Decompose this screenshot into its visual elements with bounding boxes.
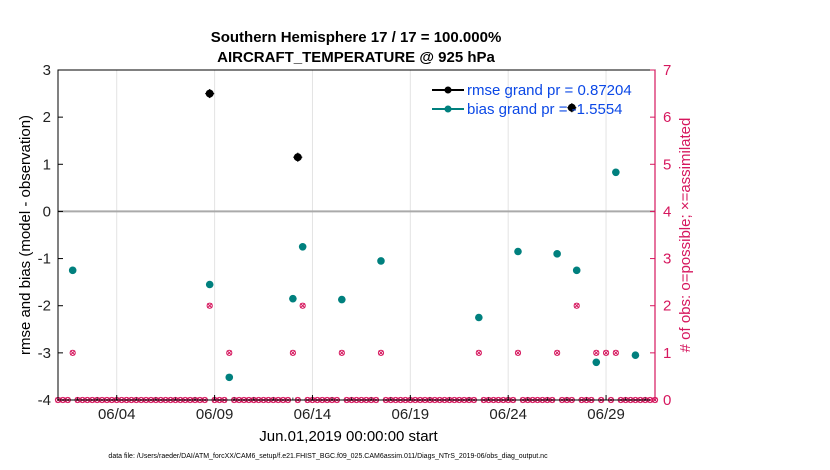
- obs-assimilated-cross: [515, 350, 521, 356]
- chart-title: Southern Hemisphere 17 / 17 = 100.000%: [211, 29, 502, 46]
- obs-count-point: [299, 302, 306, 309]
- legend-bias-label: bias grand pr = -1.5554: [467, 101, 623, 118]
- data-marks: [68, 89, 640, 382]
- obs-possible-circle: [377, 349, 385, 356]
- bias-point: [338, 295, 346, 304]
- obs-assimilated-cross: [70, 350, 76, 356]
- obs-count-point: [593, 349, 600, 356]
- y2-tick-label: 6: [663, 109, 671, 126]
- y2-tick-label: 5: [663, 156, 671, 173]
- obs-possible-circle: [338, 349, 345, 356]
- y-tick-label: -1: [38, 251, 51, 268]
- x-tick-label: 06/19: [392, 406, 430, 423]
- obs-possible-circle: [475, 349, 482, 356]
- obs-count-point: [612, 349, 619, 356]
- y2-tick-label: 7: [663, 62, 671, 79]
- obs-count-point: [554, 349, 561, 356]
- obs-count-point: [602, 349, 610, 356]
- obs-count-point: [289, 349, 296, 356]
- obs-count-point: [338, 349, 345, 356]
- obs-possible-circle: [593, 349, 600, 356]
- obs-assimilated-cross: [554, 350, 560, 356]
- obs-count-point: [377, 349, 385, 356]
- obs-assimilated-cross: [207, 303, 213, 309]
- obs-count-point: [514, 349, 522, 356]
- y2-tick-label: 1: [663, 345, 671, 362]
- x-tick-label: 06/04: [98, 406, 136, 423]
- legend: rmse grand pr = 0.87204 bias grand pr = …: [432, 82, 632, 118]
- y-tick-label: -2: [38, 298, 51, 315]
- obs-possible-circle: [206, 302, 213, 309]
- bias-point: [377, 257, 385, 265]
- y-tick-label: -3: [38, 345, 51, 362]
- x-tick-label: 06/14: [294, 406, 332, 423]
- obs-assimilated-cross: [613, 350, 619, 356]
- x-tick-label: 06/24: [489, 406, 527, 423]
- footer-data-file: data file: /Users/raeder/DAI/ATM_forcXX/…: [108, 453, 548, 460]
- rmse-point: [205, 89, 215, 99]
- obs-possible-circle: [554, 349, 561, 356]
- bias-point: [298, 242, 307, 251]
- rmse-point: [567, 103, 577, 113]
- bias-point: [572, 266, 581, 275]
- obs-assimilated-cross: [339, 350, 345, 356]
- y-tick-label: 2: [43, 109, 51, 126]
- obs-possible-circle: [612, 349, 619, 356]
- bias-point: [289, 294, 297, 303]
- bias-point: [68, 266, 77, 275]
- x-tick-label: 06/29: [587, 406, 625, 423]
- obs-possible-circle: [514, 349, 522, 356]
- bias-point: [612, 168, 620, 177]
- plot-frame: [57, 69, 656, 401]
- obs-possible-circle: [289, 349, 296, 356]
- obs-assimilated-cross: [378, 350, 384, 356]
- y-tick-label: 1: [43, 156, 51, 173]
- legend-rmse-label: rmse grand pr = 0.87204: [467, 82, 632, 99]
- obs-assimilated-cross: [593, 350, 599, 356]
- bias-point: [592, 358, 601, 367]
- obs-count-point: [206, 302, 213, 309]
- legend-bias-marker: [444, 105, 452, 113]
- y2-axis-label: # of obs: o=possible; ×=assimilated: [677, 118, 694, 353]
- y-tick-label: -4: [38, 392, 51, 409]
- obs-assimilated-cross: [226, 350, 232, 356]
- obs-possible-circle: [573, 302, 580, 309]
- obs-assimilated-cross: [603, 350, 609, 356]
- y2-tick-label: 2: [663, 298, 671, 315]
- bias-point: [631, 351, 640, 360]
- obs-count-point: [69, 349, 76, 356]
- x-axis-label: Jun.01,2019 00:00:00 start: [259, 428, 438, 445]
- bias-point: [514, 247, 522, 256]
- obs-count-point: [226, 349, 233, 356]
- bias-point: [553, 250, 561, 258]
- y-axis-label: rmse and bias (model - observation): [17, 115, 34, 355]
- obs-assimilated-cross: [300, 303, 306, 309]
- obs-possible-circle: [299, 302, 306, 309]
- y-tick-label: 0: [43, 203, 51, 220]
- y2-tick-label: 3: [663, 251, 671, 268]
- obs-assimilated-cross: [290, 350, 296, 356]
- y2-tick-label: 0: [663, 392, 671, 409]
- legend-rmse-marker: [444, 86, 452, 94]
- obs-possible-circle: [226, 349, 233, 356]
- bias-point: [475, 313, 483, 322]
- obs-count-point: [475, 349, 482, 356]
- chart-subtitle: AIRCRAFT_TEMPERATURE @ 925 hPa: [217, 49, 495, 66]
- bias-point: [225, 373, 234, 382]
- obs-count-point: [573, 302, 580, 309]
- y-tick-label: 3: [43, 62, 51, 79]
- obs-possible-circle: [69, 349, 76, 356]
- y2-tick-label: 4: [663, 203, 671, 220]
- bias-point: [205, 280, 214, 289]
- obs-possible-circle: [602, 349, 610, 356]
- grid-lines: [116, 70, 607, 400]
- obs-assimilated-cross: [476, 350, 482, 356]
- obs-assimilated-cross: [574, 303, 580, 309]
- x-tick-label: 06/09: [196, 406, 234, 423]
- axes: 06/04 06/09 06/14 06/19 06/24 06/29 -4 -3 -2 -1 0 1…: [38, 62, 672, 423]
- rmse-point: [293, 152, 303, 162]
